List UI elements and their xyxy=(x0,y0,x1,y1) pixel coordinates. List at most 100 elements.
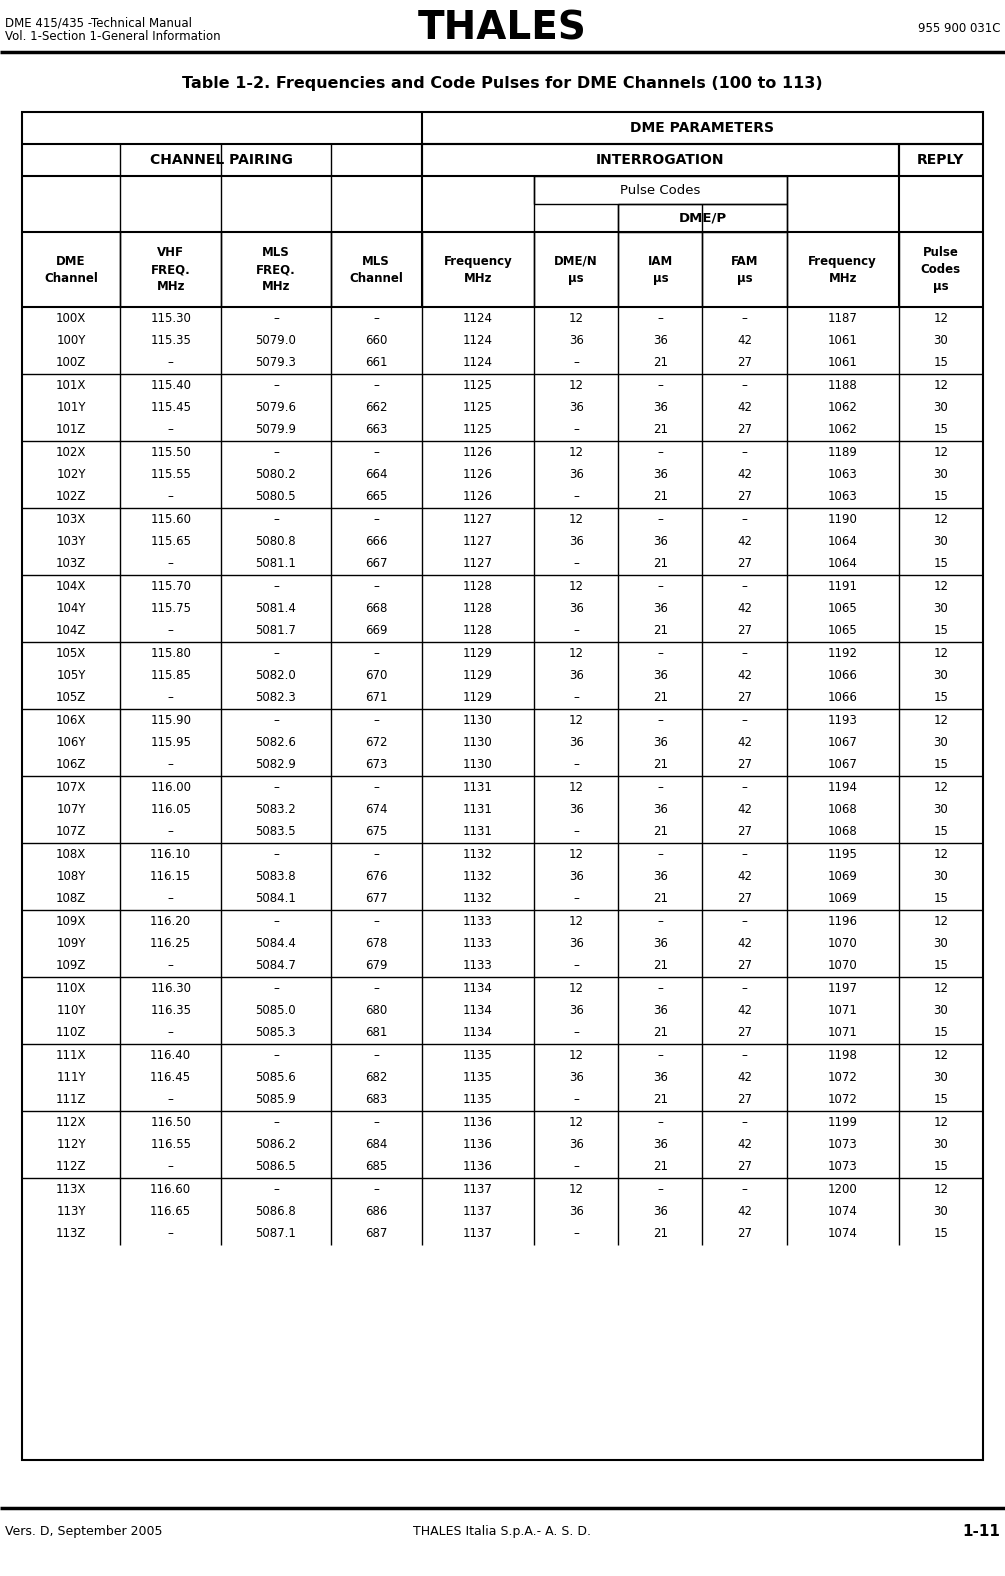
Text: 113Y: 113Y xyxy=(56,1206,85,1218)
Text: –: – xyxy=(168,624,174,637)
Text: 104Z: 104Z xyxy=(56,624,86,637)
Text: –: – xyxy=(273,646,278,660)
Text: –: – xyxy=(373,714,379,727)
Text: 1196: 1196 xyxy=(828,914,857,928)
Text: –: – xyxy=(573,356,579,369)
Text: 1189: 1189 xyxy=(828,446,857,459)
Text: 1073: 1073 xyxy=(828,1160,857,1174)
Text: 108X: 108X xyxy=(56,848,86,860)
Text: 1070: 1070 xyxy=(828,938,857,950)
Text: 1188: 1188 xyxy=(828,378,857,392)
Text: 681: 681 xyxy=(365,1026,387,1039)
Text: 5080.5: 5080.5 xyxy=(255,490,296,503)
Text: 1135: 1135 xyxy=(463,1072,492,1084)
Text: 1124: 1124 xyxy=(463,334,492,347)
Text: 5083.8: 5083.8 xyxy=(255,870,296,883)
Text: 116.60: 116.60 xyxy=(150,1182,191,1196)
Text: 1199: 1199 xyxy=(828,1116,857,1128)
Text: 36: 36 xyxy=(569,668,584,682)
Text: 5085.9: 5085.9 xyxy=(255,1094,296,1106)
Text: 5087.1: 5087.1 xyxy=(255,1228,296,1240)
Text: –: – xyxy=(273,1048,278,1062)
Text: 112Y: 112Y xyxy=(56,1138,85,1150)
Text: 116.30: 116.30 xyxy=(150,982,191,994)
Text: 5085.0: 5085.0 xyxy=(255,1004,296,1017)
Text: 686: 686 xyxy=(365,1206,387,1218)
Text: 1066: 1066 xyxy=(828,668,857,682)
Text: 5084.4: 5084.4 xyxy=(255,938,296,950)
Text: 115.85: 115.85 xyxy=(151,668,191,682)
Text: 42: 42 xyxy=(737,468,752,481)
Text: –: – xyxy=(657,780,663,794)
Text: 21: 21 xyxy=(653,490,668,503)
Text: DME/P: DME/P xyxy=(678,211,727,224)
Text: –: – xyxy=(168,1228,174,1240)
Text: 30: 30 xyxy=(934,602,949,615)
Text: 1071: 1071 xyxy=(828,1004,857,1017)
Text: 12: 12 xyxy=(934,646,949,660)
Text: 110Y: 110Y xyxy=(56,1004,85,1017)
Text: 5086.5: 5086.5 xyxy=(255,1160,296,1174)
Text: –: – xyxy=(573,892,579,905)
Text: 42: 42 xyxy=(737,1004,752,1017)
Text: 15: 15 xyxy=(934,1094,949,1106)
Text: 36: 36 xyxy=(653,534,667,548)
Text: 15: 15 xyxy=(934,1228,949,1240)
Text: 1131: 1131 xyxy=(463,780,492,794)
Text: 675: 675 xyxy=(365,826,387,838)
Text: –: – xyxy=(657,378,663,392)
Text: 1200: 1200 xyxy=(828,1182,857,1196)
Text: 113Z: 113Z xyxy=(56,1228,86,1240)
Text: 1073: 1073 xyxy=(828,1138,857,1150)
Text: 112X: 112X xyxy=(56,1116,86,1128)
Text: –: – xyxy=(168,758,174,771)
Text: 1067: 1067 xyxy=(828,758,857,771)
Text: 21: 21 xyxy=(653,558,668,571)
Text: 1063: 1063 xyxy=(828,468,857,481)
Text: 27: 27 xyxy=(737,1094,752,1106)
Text: 30: 30 xyxy=(934,804,949,816)
Text: 12: 12 xyxy=(934,780,949,794)
Text: 27: 27 xyxy=(737,558,752,571)
Text: 109X: 109X xyxy=(56,914,86,928)
Text: 1137: 1137 xyxy=(463,1182,492,1196)
Text: –: – xyxy=(657,446,663,459)
Text: 36: 36 xyxy=(653,400,667,414)
Text: 36: 36 xyxy=(653,334,667,347)
Text: INTERROGATION: INTERROGATION xyxy=(596,153,725,167)
Text: 116.50: 116.50 xyxy=(150,1116,191,1128)
Text: –: – xyxy=(273,714,278,727)
Text: 1069: 1069 xyxy=(828,892,857,905)
Text: 667: 667 xyxy=(365,558,388,571)
Text: –: – xyxy=(657,982,663,994)
Text: –: – xyxy=(373,312,379,325)
Text: 12: 12 xyxy=(934,580,949,593)
Text: 103Y: 103Y xyxy=(56,534,85,548)
Text: 662: 662 xyxy=(365,400,388,414)
Text: 673: 673 xyxy=(365,758,387,771)
Text: 1128: 1128 xyxy=(463,580,492,593)
Text: 116.15: 116.15 xyxy=(150,870,191,883)
Text: 5080.2: 5080.2 xyxy=(255,468,296,481)
Text: 1132: 1132 xyxy=(463,892,492,905)
Text: 36: 36 xyxy=(569,1206,584,1218)
Text: –: – xyxy=(273,780,278,794)
Text: 1124: 1124 xyxy=(463,356,492,369)
Text: 1134: 1134 xyxy=(463,1026,492,1039)
Text: –: – xyxy=(273,378,278,392)
Text: 42: 42 xyxy=(737,938,752,950)
Text: 1070: 1070 xyxy=(828,960,857,972)
Text: Table 1-2. Frequencies and Code Pulses for DME Channels (100 to 113): Table 1-2. Frequencies and Code Pulses f… xyxy=(182,76,822,90)
Text: 1129: 1129 xyxy=(463,692,492,704)
Text: 12: 12 xyxy=(569,1048,584,1062)
Text: MLS
FREQ.
MHz: MLS FREQ. MHz xyxy=(256,246,295,293)
Text: 116.55: 116.55 xyxy=(150,1138,191,1150)
Text: DME
Channel: DME Channel xyxy=(44,254,98,285)
Text: 36: 36 xyxy=(653,804,667,816)
Text: 1065: 1065 xyxy=(828,624,857,637)
Text: 15: 15 xyxy=(934,624,949,637)
Text: 30: 30 xyxy=(934,668,949,682)
Text: 676: 676 xyxy=(365,870,388,883)
Text: 1187: 1187 xyxy=(828,312,857,325)
Text: 1128: 1128 xyxy=(463,602,492,615)
